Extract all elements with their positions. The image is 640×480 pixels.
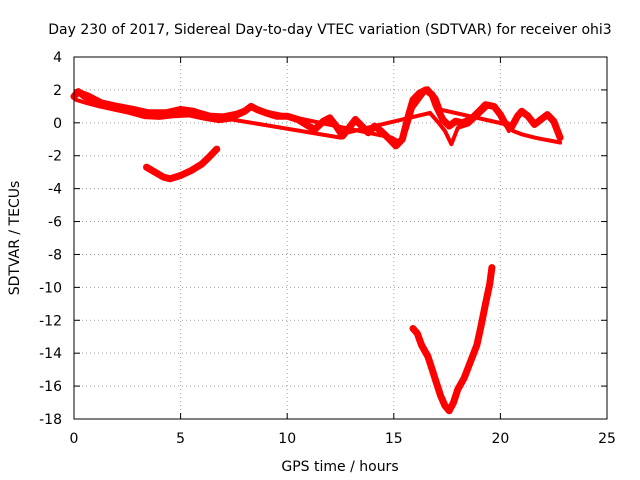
x-tick-label: 10	[278, 431, 296, 447]
y-tick-label: -14	[39, 346, 62, 362]
chart-title: Day 230 of 2017, Sidereal Day-to-day VTE…	[48, 22, 611, 38]
x-tick-label: 5	[176, 431, 185, 447]
y-tick-label: -10	[39, 280, 62, 296]
data-series	[70, 86, 564, 415]
x-tick-label: 25	[598, 431, 616, 447]
axis-ticks: 420-2-4-6-8-10-12-14-16-180 5 10 15 20 25	[39, 50, 616, 447]
y-tick-label: -6	[48, 215, 62, 231]
x-tick-label: 15	[385, 431, 403, 447]
series-dip-arc	[143, 145, 221, 183]
y-tick-label: -18	[39, 412, 62, 428]
series-deep-arc	[409, 264, 496, 415]
y-tick-label: -8	[48, 247, 62, 263]
y-tick-label: 2	[53, 83, 62, 99]
y-tick-label: -2	[48, 149, 62, 165]
x-tick-label: 0	[70, 431, 79, 447]
y-tick-label: -12	[39, 313, 62, 329]
x-tick-label: 20	[491, 431, 509, 447]
y-tick-label: 0	[53, 116, 62, 132]
y-axis-label: SDTVAR / TECUs	[7, 181, 23, 296]
y-tick-label: -16	[39, 379, 62, 395]
plot-frame	[73, 56, 608, 420]
y-tick-label: -4	[48, 182, 62, 198]
series-main-band-lower	[74, 97, 511, 147]
y-tick-label: 4	[53, 50, 62, 66]
x-axis-label: GPS time / hours	[281, 459, 398, 475]
grid	[74, 57, 607, 419]
series-main-band-upper	[78, 86, 563, 145]
